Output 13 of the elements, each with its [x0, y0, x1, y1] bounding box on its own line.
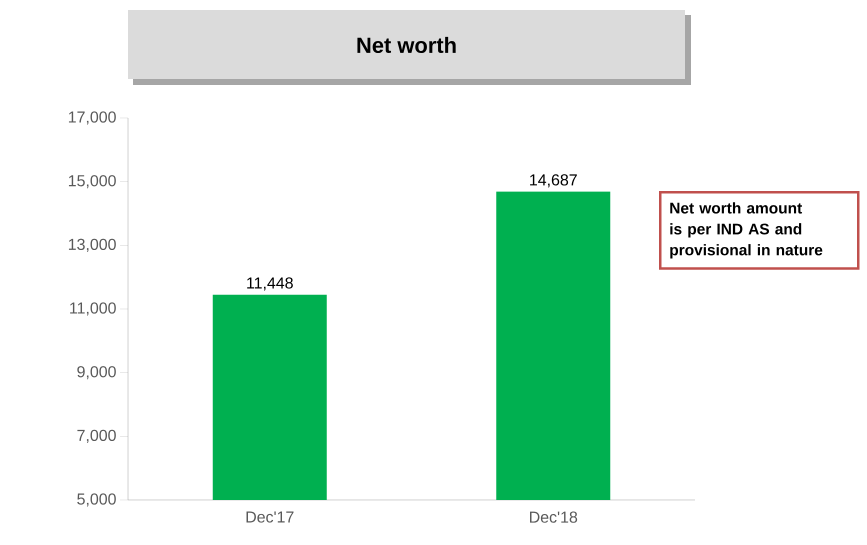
annotation: Net worth amount is per IND AS and provisional in nature [670, 202, 822, 258]
y-tick-label: 13,000 [68, 238, 116, 252]
y-tick-label: 15,000 [68, 175, 116, 188]
y-tick-label: 9,000 [77, 366, 116, 380]
data-label: 11,448 [247, 277, 293, 291]
data-label: 14,687 [530, 174, 577, 188]
x-tick-label: Dec'18 [530, 512, 578, 523]
y-tick-label: 7,000 [77, 430, 116, 443]
chart-title: Net worth [357, 36, 456, 54]
y-tick-label: 5,000 [77, 493, 116, 507]
x-tick-label: Dec'17 [246, 512, 294, 523]
y-tick-label: 17,000 [68, 111, 116, 125]
y-tick-label: 11,000 [70, 302, 116, 316]
